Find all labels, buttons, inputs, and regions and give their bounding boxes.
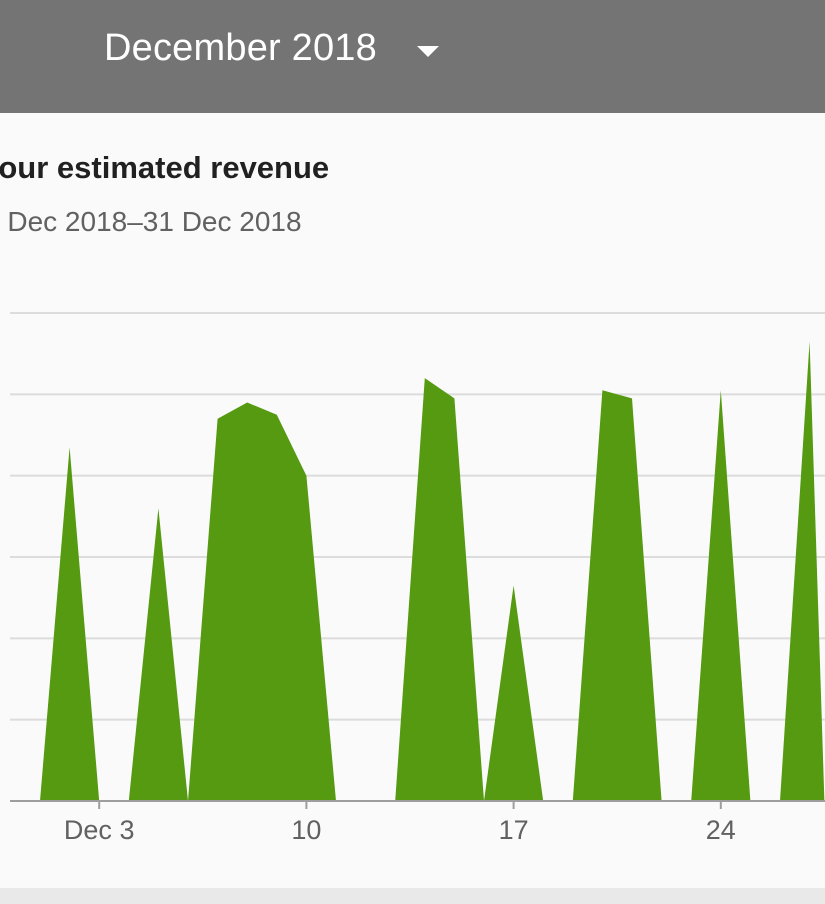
x-tick-label: Dec 3 [64,815,135,845]
revenue-area [128,508,188,801]
revenue-area [780,341,825,801]
card-bottom-edge [0,888,825,904]
revenue-area [188,402,336,801]
date-range: 1 Dec 2018–31 Dec 2018 [0,206,302,237]
revenue-area [691,390,751,801]
revenue-area [395,378,484,801]
caret-down-icon [416,45,439,57]
month-dropdown[interactable]: December 2018 [104,22,439,74]
x-tick-label: 17 [499,815,529,845]
card-title: Your estimated revenue [0,150,330,185]
revenue-area [572,390,662,801]
app-bar: December 2018 [0,0,825,113]
month-label: December 2018 [104,26,377,69]
x-tick-label: 24 [706,815,736,845]
x-tick-label: 10 [291,815,321,845]
revenue-area [40,447,100,801]
revenue-area [484,585,544,801]
